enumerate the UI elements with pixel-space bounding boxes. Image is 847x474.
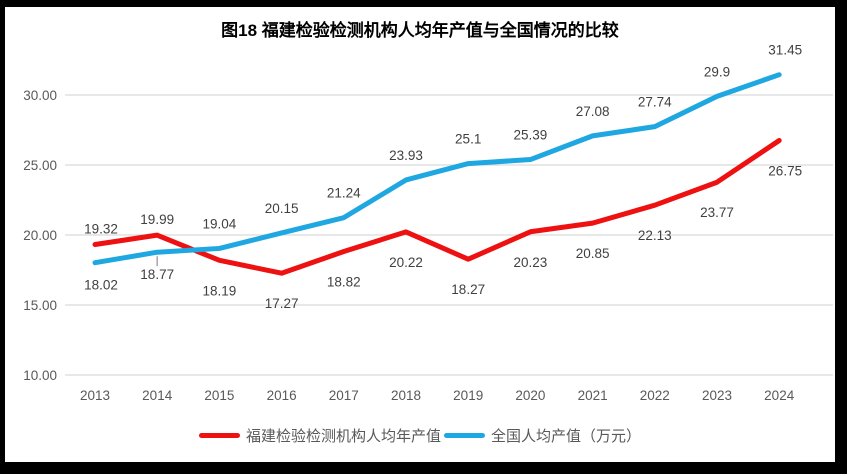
- data-label: 18.02: [84, 278, 118, 293]
- y-tick-label: 10.00: [23, 368, 57, 383]
- x-tick-label: 2016: [267, 388, 297, 403]
- data-label: 20.15: [265, 201, 299, 216]
- data-label: 18.82: [327, 275, 361, 290]
- legend-marker-national-blue-line: [444, 432, 485, 438]
- x-tick-label: 2017: [329, 388, 359, 403]
- x-tick-label: 2013: [80, 388, 110, 403]
- data-label: 20.22: [389, 255, 423, 270]
- y-tick-label: 30.00: [23, 88, 57, 103]
- x-tick-label: 2024: [764, 388, 795, 403]
- data-label: 20.85: [576, 246, 610, 261]
- x-tick-label: 2020: [515, 388, 545, 403]
- x-tick-label: 2021: [578, 388, 608, 403]
- data-label: 27.74: [638, 95, 672, 110]
- legend-label-national: 全国人均产值（万元）: [491, 427, 642, 445]
- data-label: 18.27: [451, 282, 485, 297]
- data-label: 29.9: [704, 64, 730, 79]
- data-label: 18.19: [203, 283, 237, 298]
- data-label: 22.13: [638, 228, 672, 243]
- x-tick-label: 2014: [142, 388, 173, 403]
- data-label: 25.39: [514, 128, 548, 143]
- data-label: 27.08: [576, 104, 610, 119]
- data-label: 25.1: [455, 132, 481, 147]
- x-tick-label: 2019: [453, 388, 483, 403]
- x-tick-label: 2023: [702, 388, 732, 403]
- data-label: 23.93: [389, 148, 423, 163]
- data-label: 18.77: [140, 267, 174, 282]
- x-tick-label: 2022: [640, 388, 670, 403]
- data-label: 23.77: [700, 205, 734, 220]
- x-tick-label: 2018: [391, 388, 421, 403]
- data-label: 19.32: [84, 222, 118, 237]
- legend-label-fujian: 福建检验检测机构人均年产值: [245, 427, 441, 445]
- data-label: 26.75: [768, 164, 802, 179]
- data-label: 21.24: [327, 186, 361, 201]
- x-tick-label: 2015: [204, 388, 234, 403]
- data-label: 17.27: [265, 296, 299, 311]
- legend: 福建检验检测机构人均年产值 全国人均产值（万元）: [5, 424, 835, 446]
- y-tick-label: 25.00: [23, 158, 57, 173]
- plot-svg: 10.00 15.00 20.00 25.00 30.00 2013 2014 2015 201…: [23, 43, 833, 403]
- chart-title: 图18 福建检验检测机构人均年产值与全国情况的比较: [221, 21, 619, 40]
- series-line-fujian: [92, 138, 782, 276]
- data-label: 19.04: [203, 216, 237, 231]
- data-label: 19.99: [140, 212, 174, 227]
- y-tick-label: 20.00: [23, 228, 57, 243]
- data-label: 31.45: [768, 43, 802, 58]
- series-line-national: [92, 72, 782, 266]
- data-label: 20.23: [514, 255, 548, 270]
- legend-marker-fujian-red-line: [198, 432, 240, 438]
- line-chart: 图18 福建检验检测机构人均年产值与全国情况的比较 10.00 15.00 20.0…: [5, 7, 835, 462]
- y-tick-label: 15.00: [23, 298, 57, 313]
